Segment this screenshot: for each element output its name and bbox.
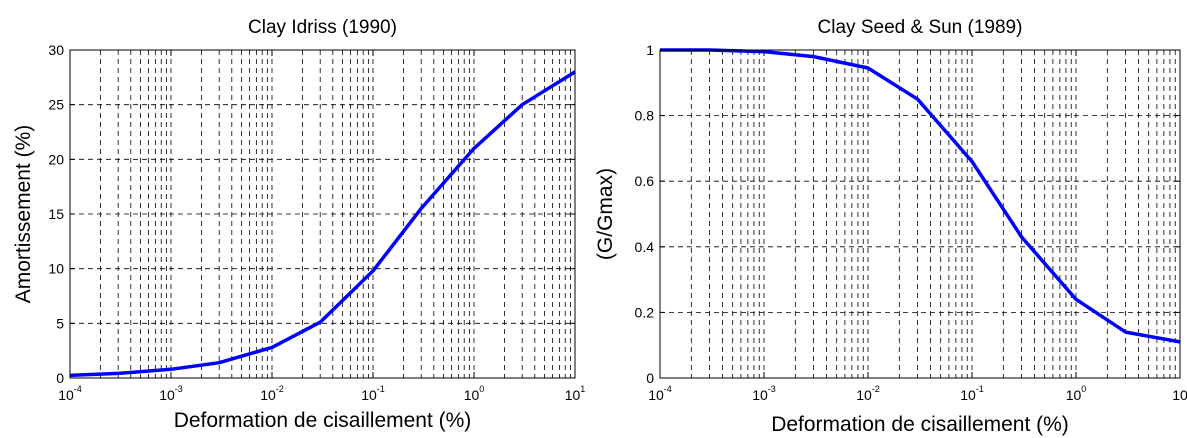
- x-tick-label: 10-4: [58, 384, 82, 403]
- x-tick-label: 10-2: [260, 384, 284, 403]
- y-tick-label: 30: [48, 42, 64, 58]
- chart-title: Clay Idriss (1990): [248, 17, 397, 38]
- x-tick-label: 10-3: [752, 384, 776, 403]
- y-tick-label: 1: [646, 42, 654, 58]
- series-line: [660, 48, 1181, 344]
- y-axis-label: Amortissement (%): [12, 125, 35, 304]
- y-tick-label: 5: [56, 315, 64, 331]
- x-tick-label: 10-1: [960, 384, 984, 403]
- chart-modulus-reduction: 0 0.2 0.4 0.6 0.8 1 10-4 10-3 10-2 10-1 100 10 Clay …: [594, 17, 1187, 436]
- series-line: [69, 70, 576, 378]
- x-tick-label: 10: [1172, 387, 1187, 403]
- x-tick-label: 10-4: [648, 384, 672, 403]
- y-tick-label: 0.6: [635, 173, 655, 189]
- y-tick-label: 0.8: [635, 108, 655, 124]
- x-tick-label: 10-2: [856, 384, 880, 403]
- y-axis-label: (G/Gmax): [594, 168, 617, 260]
- y-tick-label: 15: [48, 206, 64, 222]
- x-axis-label: Deformation de cisaillement (%): [174, 409, 472, 432]
- x-tick-label: 10-3: [159, 384, 183, 403]
- x-tick-label: 10-1: [361, 384, 385, 403]
- y-tick-label: 0.4: [635, 239, 655, 255]
- chart-damping: 0 5 10 15 20 25 30 10-4 10-3 10-2 10-1 100 101 Clay I…: [12, 17, 585, 432]
- y-tick-label: 0: [56, 370, 64, 386]
- x-axis-label: Deformation de cisaillement (%): [771, 413, 1069, 436]
- plot-area: [660, 50, 1180, 378]
- y-tick-label: 0: [646, 370, 654, 386]
- y-tick-label: 0.2: [635, 304, 655, 320]
- y-tick-label: 10: [48, 261, 64, 277]
- plot-frame: [659, 49, 1181, 379]
- y-tick-label: 20: [48, 151, 64, 167]
- chart-title: Clay Seed & Sun (1989): [818, 17, 1023, 38]
- y-tick-label: 25: [48, 97, 64, 113]
- x-tick-label: 101: [565, 384, 586, 403]
- x-tick-label: 100: [464, 384, 485, 403]
- x-tick-label: 100: [1066, 384, 1087, 403]
